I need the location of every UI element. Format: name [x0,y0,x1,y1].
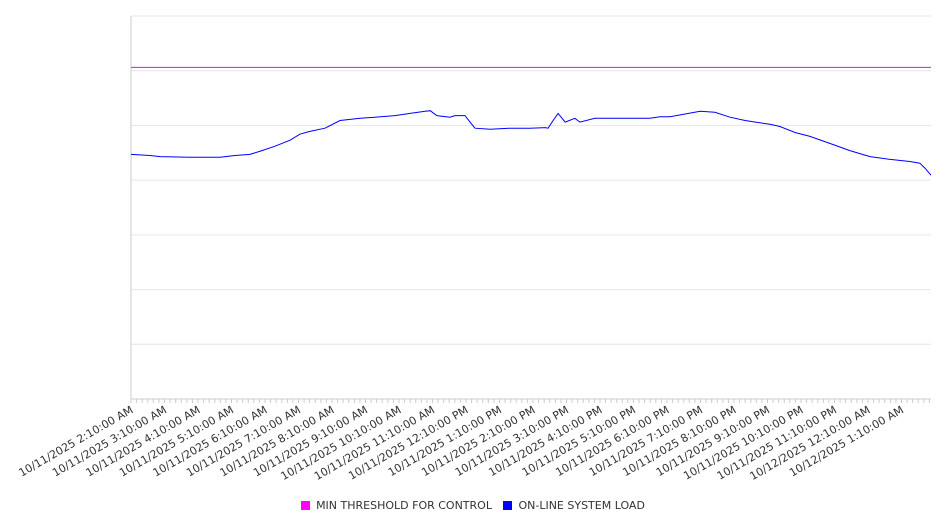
axes [130,16,931,403]
legend: MIN THRESHOLD FOR CONTROL ON-LINE SYSTEM… [0,499,946,513]
legend-label: MIN THRESHOLD FOR CONTROL [316,499,492,512]
legend-item-system-load[interactable]: ON-LINE SYSTEM LOAD [503,499,645,512]
threshold-swatch-icon [301,501,311,510]
legend-item-threshold[interactable]: MIN THRESHOLD FOR CONTROL [301,499,492,512]
gridlines [131,15,931,400]
system-load-line [130,110,932,176]
legend-label: ON-LINE SYSTEM LOAD [518,499,645,512]
system-load-swatch-icon [503,501,513,510]
series-lines [130,66,932,176]
